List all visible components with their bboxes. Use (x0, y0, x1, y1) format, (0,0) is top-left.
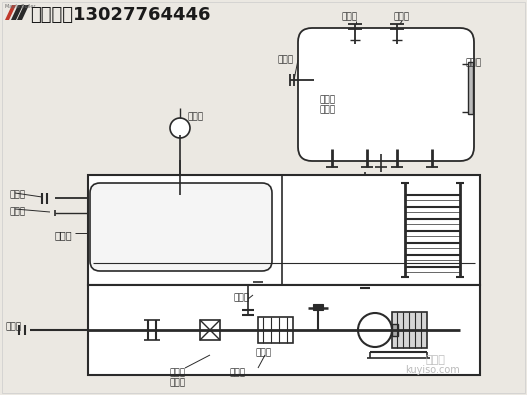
Bar (313, 304, 323, 310)
Polygon shape (17, 5, 29, 20)
Polygon shape (5, 5, 16, 20)
Text: 排气口: 排气口 (342, 12, 358, 21)
Text: 膨胀槽
连接口: 膨胀槽 连接口 (320, 95, 336, 115)
Bar (468, 62, 473, 114)
Bar (88, 285, 480, 375)
Text: 过滤器: 过滤器 (255, 348, 271, 357)
Circle shape (358, 313, 392, 347)
Text: 保温槽: 保温槽 (55, 230, 73, 240)
Text: 注油口: 注油口 (393, 12, 409, 21)
Text: 测量点: 测量点 (10, 207, 26, 216)
Circle shape (170, 118, 190, 138)
Text: 压力表: 压力表 (188, 112, 204, 121)
Bar (392, 324, 398, 336)
Text: 液位计: 液位计 (466, 58, 482, 67)
Polygon shape (11, 5, 23, 20)
Text: Maple Boiler: Maple Boiler (5, 4, 35, 9)
Text: kuyiso.com: kuyiso.com (405, 365, 460, 375)
FancyBboxPatch shape (90, 183, 272, 271)
Text: 排污口: 排污口 (233, 293, 249, 302)
Text: 酷易搜: 酷易搜 (425, 355, 445, 365)
Bar (200, 320, 220, 340)
Bar (392, 312, 427, 348)
Text: 溢流口: 溢流口 (278, 55, 294, 64)
FancyBboxPatch shape (298, 28, 474, 161)
Bar (258, 317, 293, 343)
Bar (88, 175, 480, 285)
Text: 枫岚锅炉13027764446: 枫岚锅炉13027764446 (30, 6, 210, 24)
Text: 膨胀槽
连接口: 膨胀槽 连接口 (170, 368, 186, 387)
Text: 进油口: 进油口 (5, 322, 21, 331)
Text: 过滤器: 过滤器 (230, 368, 246, 377)
Text: 出油口: 出油口 (10, 190, 26, 199)
